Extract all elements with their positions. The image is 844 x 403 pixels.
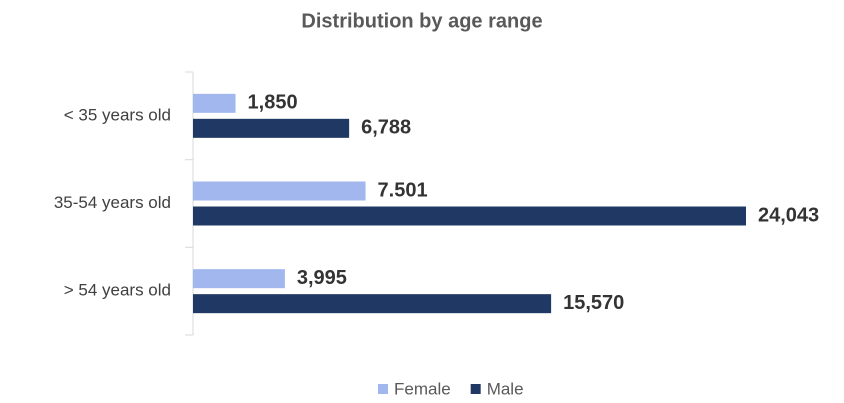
legend-label: Female <box>394 379 451 398</box>
data-label: 7.501 <box>378 179 428 201</box>
y-tick-label: > 54 years old <box>64 281 171 300</box>
bar <box>193 206 746 226</box>
legend-swatch <box>378 384 388 394</box>
bar <box>193 118 350 138</box>
legend-label: Male <box>487 379 524 398</box>
data-label: 15,570 <box>563 292 624 314</box>
y-tick-label: 35-54 years old <box>54 193 171 212</box>
bar <box>193 269 285 289</box>
data-label: 24,043 <box>758 204 819 226</box>
legend-swatch <box>470 384 481 394</box>
data-label: 6,788 <box>361 117 411 139</box>
data-label: 1,850 <box>248 92 298 114</box>
bar <box>193 181 366 201</box>
data-label: 3,995 <box>297 267 347 289</box>
chart-title: Distribution by age range <box>301 10 542 32</box>
y-tick-label: < 35 years old <box>64 105 171 124</box>
bar <box>193 93 236 113</box>
bar <box>193 294 552 314</box>
